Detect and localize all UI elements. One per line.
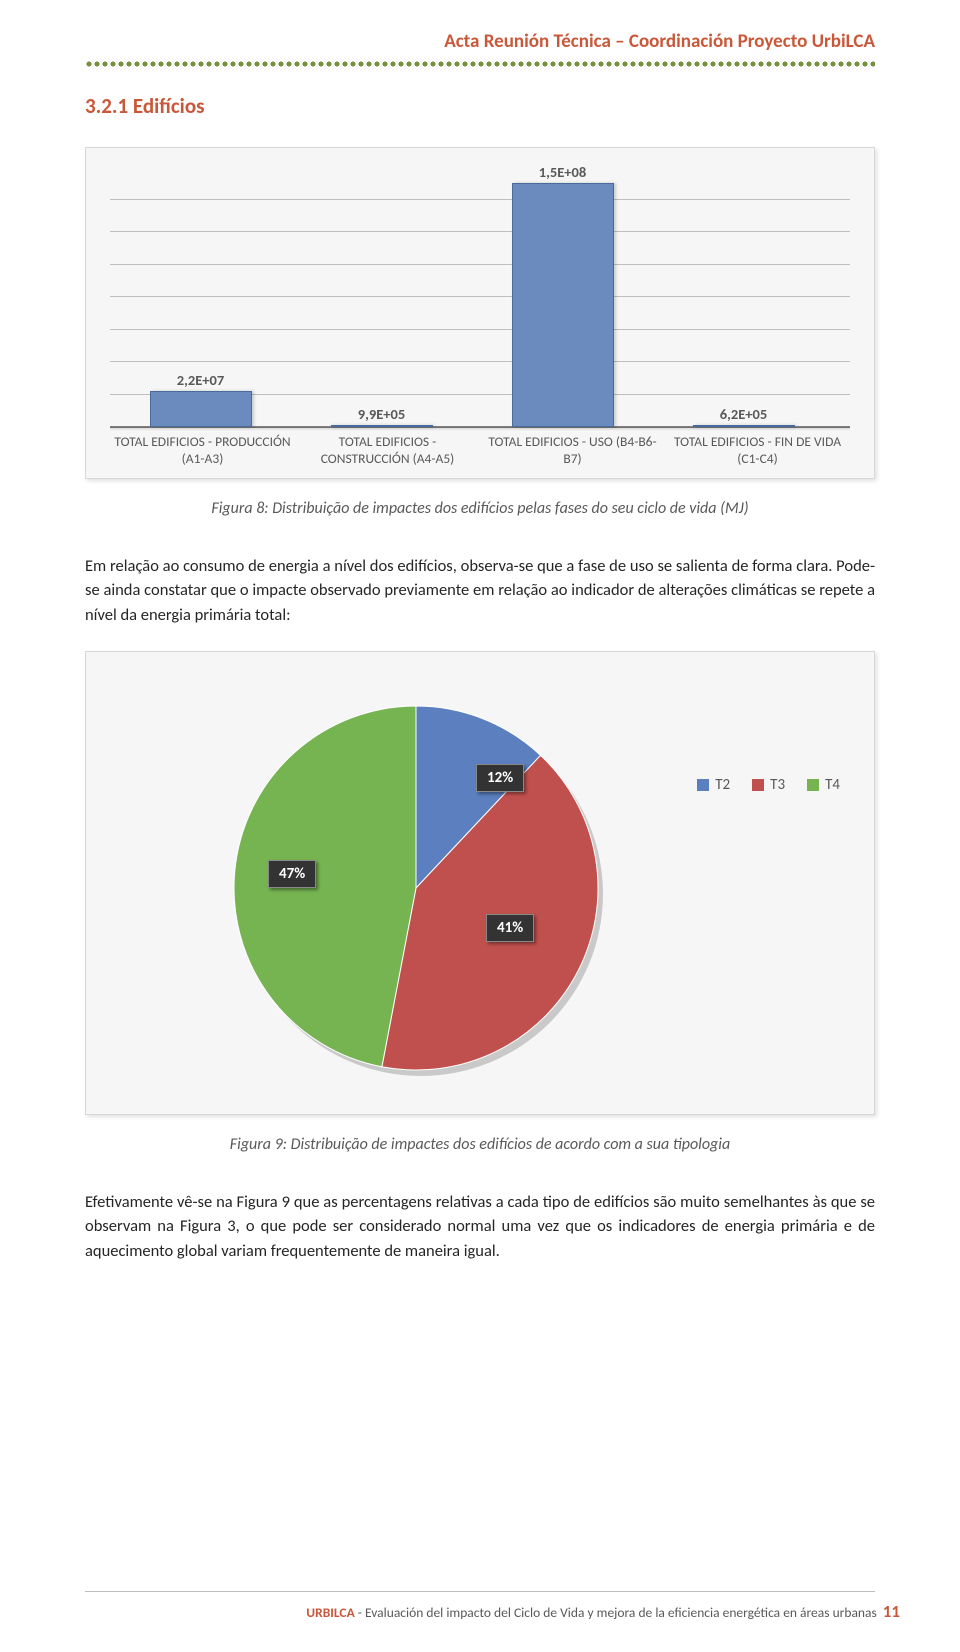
bar-rect: [512, 183, 614, 427]
bar-cell: 6,2E+05: [693, 405, 795, 427]
bar-rect: [693, 425, 795, 427]
footer-text: - Evaluación del impacto del Ciclo de Vi…: [355, 1604, 877, 1621]
legend-swatch: [807, 779, 819, 791]
legend-item: T3: [752, 776, 785, 794]
doc-header-title: Acta Reunión Técnica – Coordinación Proy…: [85, 30, 875, 53]
bar-gridline: [110, 199, 850, 200]
bar-gridline: [110, 264, 850, 265]
pie-data-label: 12%: [476, 764, 524, 792]
paragraph-2: Efetivamente vê-se na Figura 9 que as pe…: [85, 1190, 875, 1263]
footer-rule: [85, 1591, 875, 1592]
bar-gridline: [110, 296, 850, 297]
legend-label: T4: [825, 776, 840, 794]
legend-label: T2: [715, 776, 730, 794]
footer-page-number: 11: [883, 1601, 900, 1622]
pie-legend: T2 T3 T4: [697, 776, 840, 794]
bar-cell: 2,2E+07: [150, 371, 252, 427]
bar-rect: [331, 425, 433, 427]
header-divider: [85, 59, 875, 69]
bar-cell: 9,9E+05: [331, 405, 433, 427]
bar-value-label: 6,2E+05: [720, 405, 767, 423]
bar-x-label: TOTAL EDIFICIOS - USO (B4-B6-B7): [480, 434, 665, 468]
pie-data-label: 41%: [486, 914, 534, 942]
pie-chart: T2 T3 T4 12% 41% 47%: [85, 651, 875, 1115]
bar-plot-area: 2,2E+079,9E+051,5E+086,2E+05: [110, 168, 850, 428]
bar-gridline: [110, 329, 850, 330]
bar-value-label: 1,5E+08: [539, 163, 586, 181]
legend-swatch: [752, 779, 764, 791]
bar-gridline: [110, 361, 850, 362]
pie-slice: [234, 706, 416, 1067]
bar-x-label: TOTAL EDIFICIOS - FIN DE VIDA (C1-C4): [665, 434, 850, 468]
legend-item: T2: [697, 776, 730, 794]
pie-svg: [226, 698, 606, 1078]
figure-8-caption: Figura 8: Distribuição de impactes dos e…: [85, 499, 875, 518]
paragraph-1: Em relação ao consumo de energia a nível…: [85, 554, 875, 627]
bar-value-label: 9,9E+05: [358, 405, 405, 423]
bar-value-label: 2,2E+07: [177, 371, 224, 389]
section-heading: 3.2.1 Edifícios: [85, 93, 875, 119]
bar-x-label: TOTAL EDIFICIOS - CONSTRUCCIÓN (A4-A5): [295, 434, 480, 468]
footer: URBILCA - Evaluación del impacto del Cic…: [85, 1601, 900, 1622]
bar-cell: 1,5E+08: [512, 163, 614, 427]
footer-brand: URBILCA: [306, 1604, 354, 1621]
bar-x-label: TOTAL EDIFICIOS - PRODUCCIÓN (A1-A3): [110, 434, 295, 468]
legend-swatch: [697, 779, 709, 791]
legend-item: T4: [807, 776, 840, 794]
pie-data-label: 47%: [268, 860, 316, 888]
legend-label: T3: [770, 776, 785, 794]
bar-chart: 2,2E+07 9,9E+05 1,5E+08 6,2E+05 TOTAL EDIFI…: [85, 147, 875, 479]
bar-x-labels: TOTAL EDIFICIOS - PRODUCCIÓN (A1-A3)TOTA…: [110, 434, 850, 468]
bar-rect: [150, 391, 252, 427]
bar-gridline: [110, 231, 850, 232]
figure-9-caption: Figura 9: Distribuição de impactes dos e…: [85, 1135, 875, 1154]
bar-baseline-shadow: [110, 427, 850, 431]
